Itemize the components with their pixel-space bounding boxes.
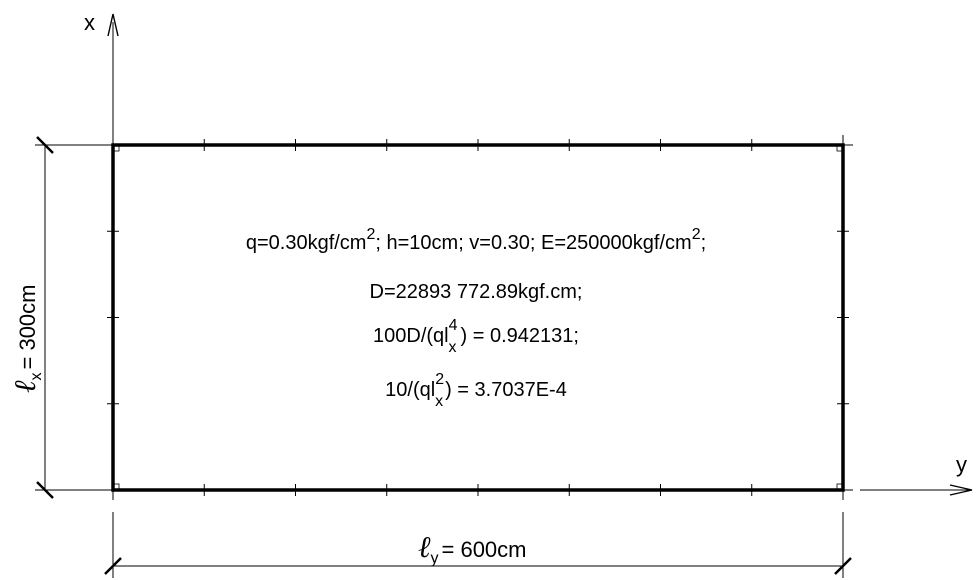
formula-line-2: D=22893 772.89kgf.cm; bbox=[370, 281, 583, 303]
formula-line-4: 10/(ql2 x) = 3.7037E-4 bbox=[385, 371, 567, 410]
corner-markers bbox=[112, 144, 844, 491]
ly-dimension-tick-left bbox=[104, 557, 122, 575]
grid-ticks bbox=[107, 139, 849, 496]
formula-block: q=0.30kgf/cm2; h=10cm; v=0.30; E=250000k… bbox=[246, 226, 706, 410]
lx-dimension-tick-top bbox=[36, 136, 54, 154]
formula-line-3: 100D/(ql4 x) = 0.942131; bbox=[373, 317, 579, 356]
x-axis-arrow-icon bbox=[107, 13, 119, 37]
x-axis: x bbox=[84, 10, 119, 145]
ly-label: ℓy = 600cm bbox=[418, 530, 527, 567]
ly-dimension: ℓy = 600cm bbox=[104, 512, 852, 578]
y-axis: y bbox=[860, 452, 973, 496]
formula-line-1: q=0.30kgf/cm2; h=10cm; v=0.30; E=250000k… bbox=[246, 226, 706, 254]
lx-label: ℓx= 300cm bbox=[8, 285, 45, 394]
lx-dimension: ℓx= 300cm bbox=[8, 136, 113, 499]
lx-dimension-tick-bottom bbox=[36, 481, 54, 499]
y-axis-label: y bbox=[956, 452, 967, 477]
ly-dimension-tick-right bbox=[834, 557, 852, 575]
plate-outline bbox=[111, 143, 845, 492]
y-axis-arrow-icon bbox=[949, 484, 973, 496]
x-axis-label: x bbox=[84, 10, 95, 35]
